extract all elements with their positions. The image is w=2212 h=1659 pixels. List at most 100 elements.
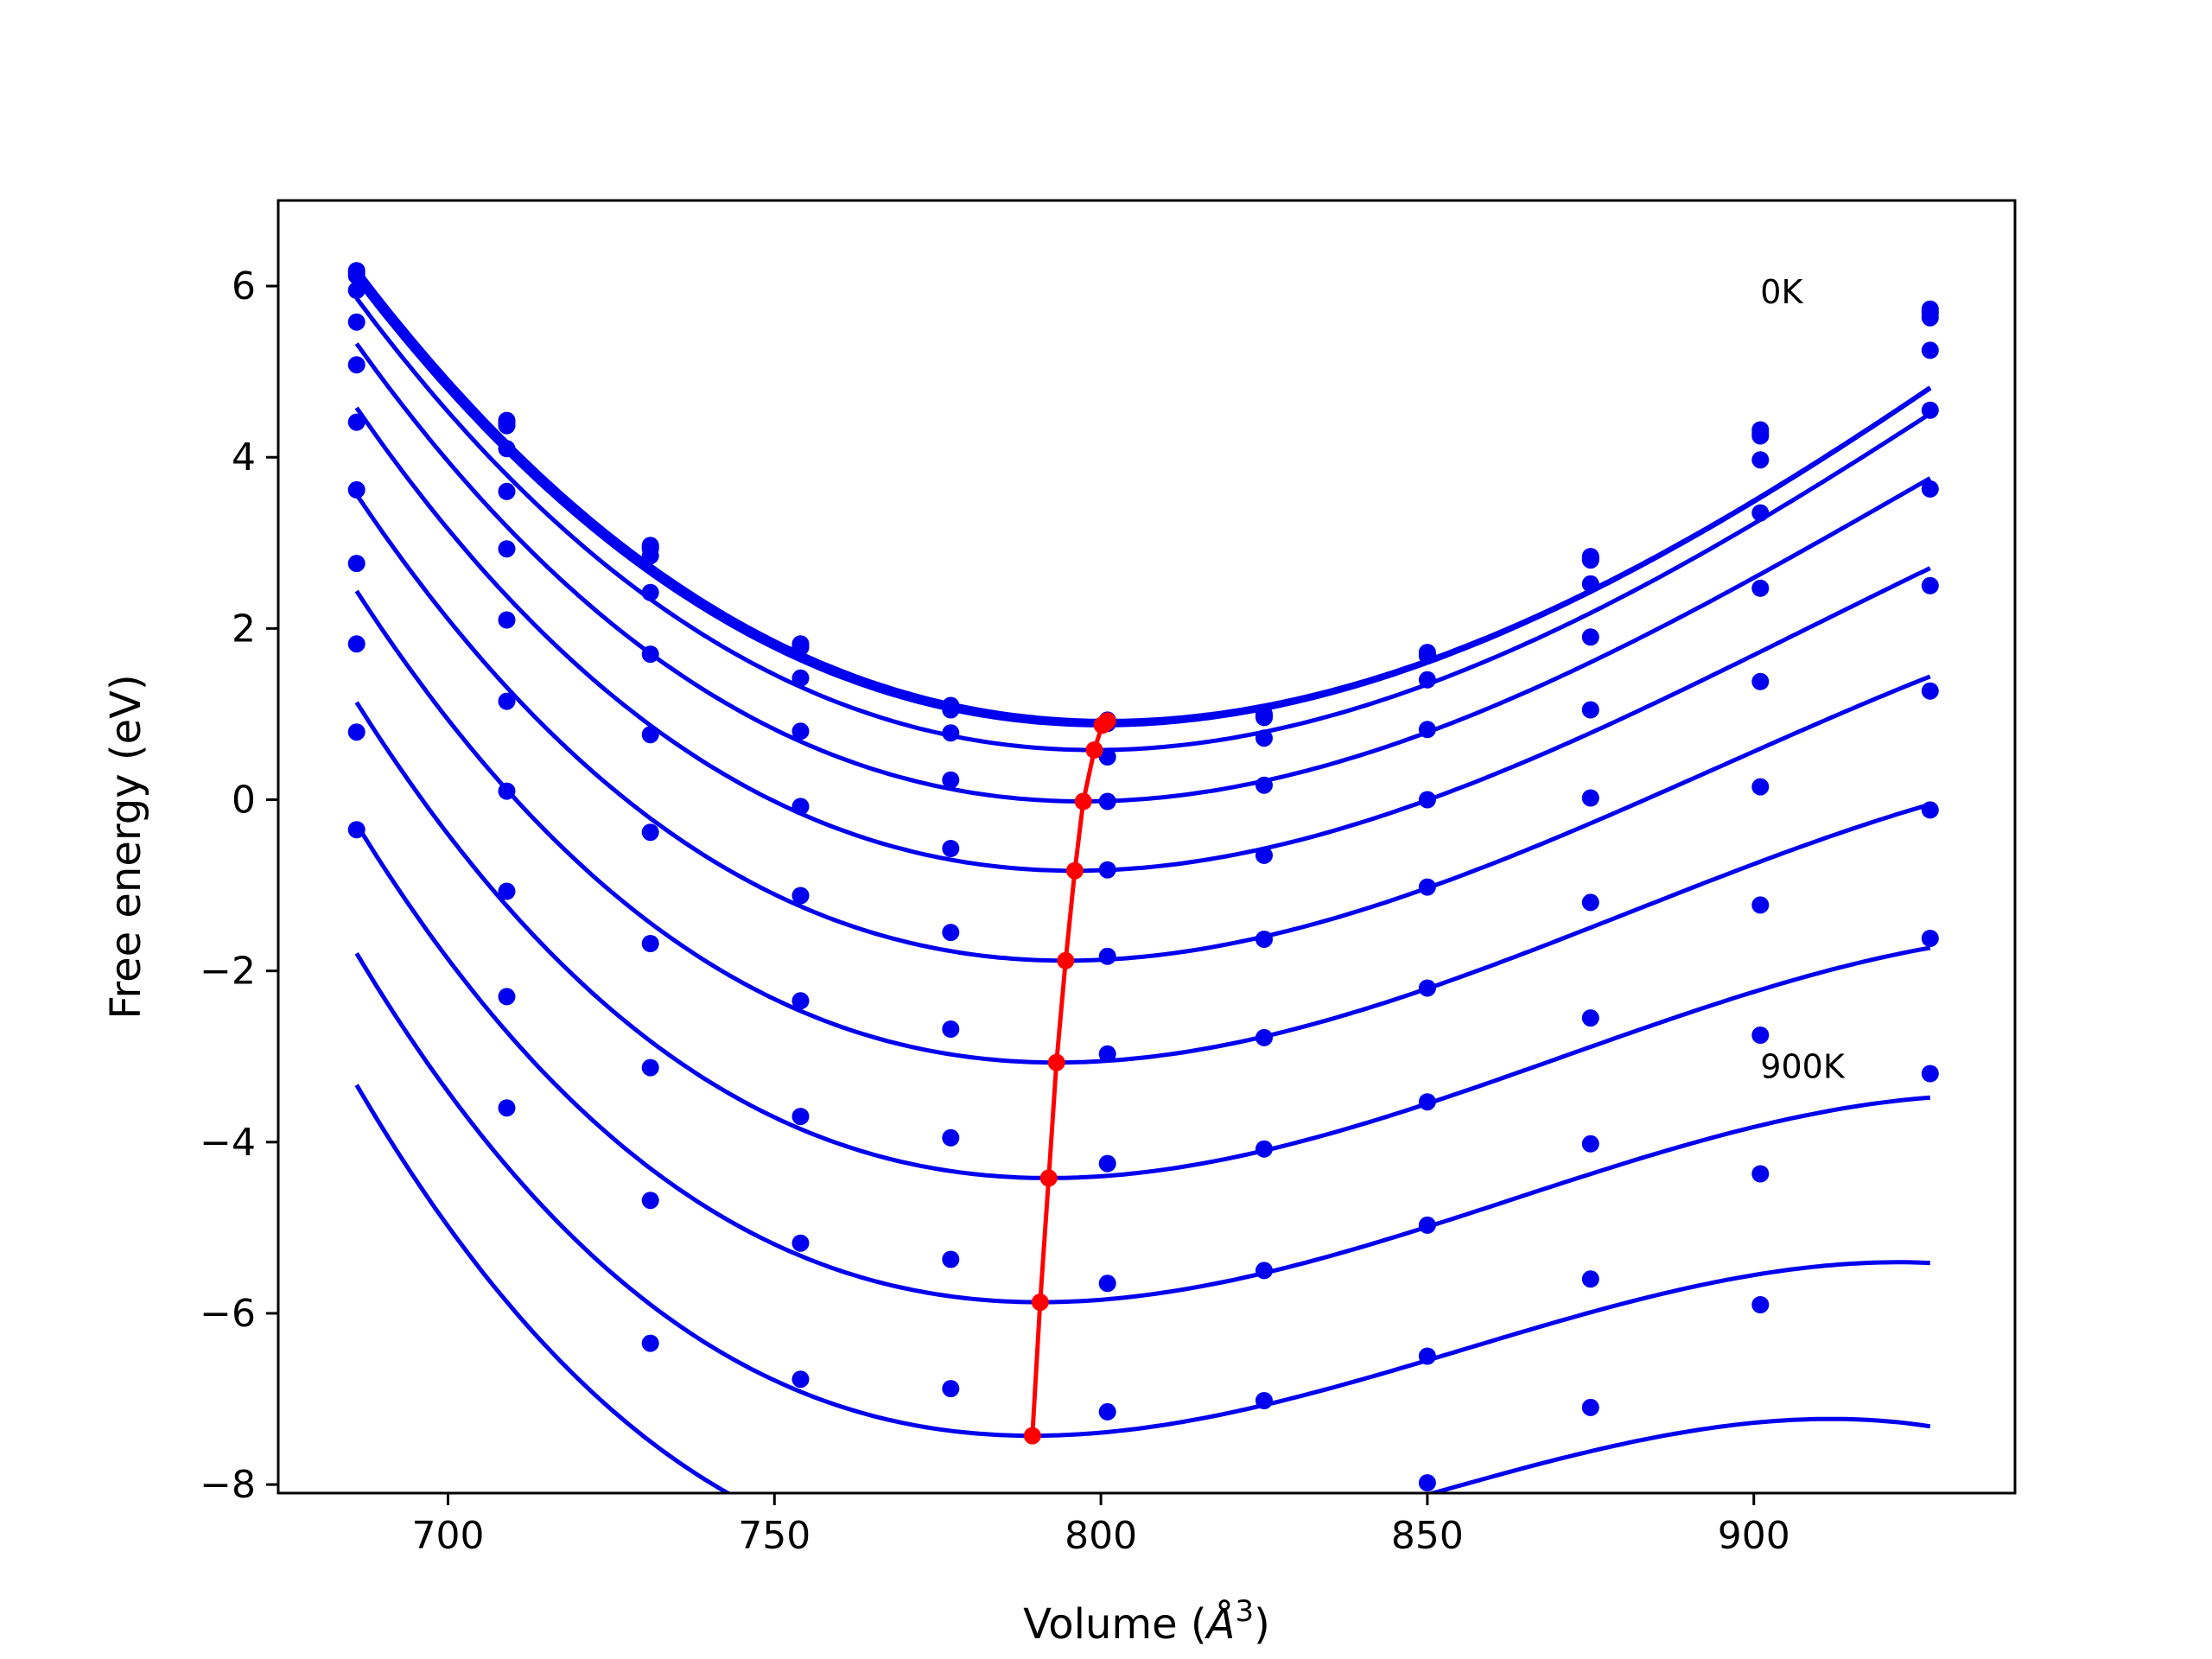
y-tick-label: −2 bbox=[200, 950, 256, 994]
data-point bbox=[1581, 551, 1599, 569]
y-tick-label: −8 bbox=[200, 1463, 256, 1507]
data-point bbox=[347, 267, 365, 285]
fit-curve-4 bbox=[354, 342, 1932, 804]
data-point bbox=[498, 988, 516, 1006]
minima-path bbox=[1023, 712, 1116, 1445]
data-point bbox=[1581, 575, 1599, 593]
data-point bbox=[1921, 930, 1939, 947]
data-point bbox=[498, 440, 516, 458]
data-point bbox=[498, 611, 516, 629]
data-point bbox=[942, 840, 960, 857]
data-point bbox=[1921, 401, 1939, 419]
data-point bbox=[1921, 682, 1939, 700]
temperature-annotation: 900K bbox=[1760, 1047, 1846, 1085]
data-point bbox=[791, 798, 810, 816]
data-point bbox=[347, 356, 365, 374]
data-point bbox=[791, 992, 810, 1010]
fit-curve-3 bbox=[354, 296, 1932, 753]
data-point bbox=[498, 882, 516, 900]
data-point bbox=[641, 823, 659, 842]
data-point bbox=[1098, 861, 1116, 879]
fit-curve-5 bbox=[354, 406, 1931, 874]
fit-curve-6 bbox=[354, 493, 1931, 963]
data-point bbox=[641, 1192, 659, 1210]
data-point bbox=[1581, 1009, 1599, 1027]
data-point bbox=[1581, 893, 1599, 912]
data-point bbox=[791, 887, 810, 905]
y-tick-label: −6 bbox=[200, 1292, 256, 1336]
data-point bbox=[1255, 709, 1273, 727]
data-point bbox=[1921, 308, 1939, 327]
data-point bbox=[347, 555, 365, 573]
data-point bbox=[347, 821, 365, 839]
data-point bbox=[1098, 1274, 1116, 1293]
data-point bbox=[1921, 576, 1939, 594]
data-point bbox=[1581, 1270, 1599, 1288]
axis-ticks: 700 750 800 850 900 −8 −6 −4 −2 0 2 4 6 bbox=[200, 264, 1790, 1558]
data-point bbox=[942, 1250, 960, 1268]
fit-curve-8 bbox=[354, 701, 1931, 1180]
data-point bbox=[1581, 1398, 1599, 1416]
data-point bbox=[942, 771, 960, 789]
x-tick-label: 800 bbox=[1065, 1514, 1137, 1558]
data-point bbox=[942, 701, 960, 719]
data-point bbox=[498, 1099, 516, 1117]
fit-curve-9 bbox=[354, 823, 1930, 1305]
data-point bbox=[791, 1370, 810, 1389]
data-point bbox=[1751, 427, 1770, 445]
fit-curve-7 bbox=[354, 589, 1931, 1065]
data-point bbox=[1098, 1402, 1116, 1421]
annotations: 0K 900K bbox=[1760, 273, 1846, 1086]
data-point bbox=[641, 935, 659, 952]
data-points bbox=[347, 262, 1939, 1492]
data-point bbox=[1751, 504, 1770, 522]
minimum-point bbox=[1023, 1427, 1041, 1445]
y-tick-label: 4 bbox=[232, 435, 256, 480]
data-point bbox=[498, 782, 516, 800]
data-point bbox=[641, 645, 659, 664]
data-point bbox=[641, 726, 659, 744]
data-point bbox=[498, 416, 516, 435]
data-point bbox=[347, 413, 365, 431]
x-axis-label: Volume (Å3) bbox=[1023, 1594, 1270, 1649]
data-point bbox=[1255, 1392, 1273, 1409]
data-point bbox=[641, 583, 659, 601]
data-point bbox=[1751, 672, 1770, 690]
data-point bbox=[1751, 579, 1770, 597]
data-point bbox=[1098, 792, 1116, 810]
minimum-point bbox=[1065, 861, 1084, 880]
data-point bbox=[1255, 931, 1273, 948]
data-point bbox=[347, 313, 365, 331]
data-point bbox=[1418, 878, 1436, 896]
data-point bbox=[1098, 1045, 1116, 1063]
fitted-curves bbox=[354, 267, 1932, 1493]
x-tick-label: 900 bbox=[1718, 1514, 1790, 1558]
minimum-point bbox=[1031, 1294, 1049, 1312]
data-point bbox=[498, 540, 516, 558]
y-tick-label: 6 bbox=[232, 264, 256, 308]
data-point bbox=[1255, 729, 1273, 747]
data-point bbox=[1418, 647, 1436, 665]
temperature-annotation: 0K bbox=[1760, 273, 1803, 311]
data-point bbox=[641, 1058, 659, 1077]
data-point bbox=[641, 1334, 659, 1352]
fit-curve-10 bbox=[354, 952, 1930, 1439]
data-point bbox=[1098, 748, 1116, 766]
minimum-point bbox=[1039, 1169, 1058, 1187]
data-point bbox=[347, 282, 365, 299]
x-tick-label: 850 bbox=[1391, 1514, 1464, 1558]
data-point bbox=[791, 1108, 810, 1126]
minimum-point bbox=[1093, 716, 1111, 734]
data-point bbox=[1921, 1065, 1939, 1083]
data-point bbox=[1751, 1296, 1770, 1313]
x-tick-label: 700 bbox=[411, 1514, 484, 1558]
data-point bbox=[347, 635, 365, 653]
data-point bbox=[1255, 776, 1273, 794]
data-point bbox=[942, 724, 960, 742]
fit-curve-11 bbox=[354, 1084, 1931, 1493]
minimum-point bbox=[1047, 1053, 1065, 1071]
data-point bbox=[1581, 701, 1599, 719]
data-point bbox=[1098, 1154, 1116, 1173]
